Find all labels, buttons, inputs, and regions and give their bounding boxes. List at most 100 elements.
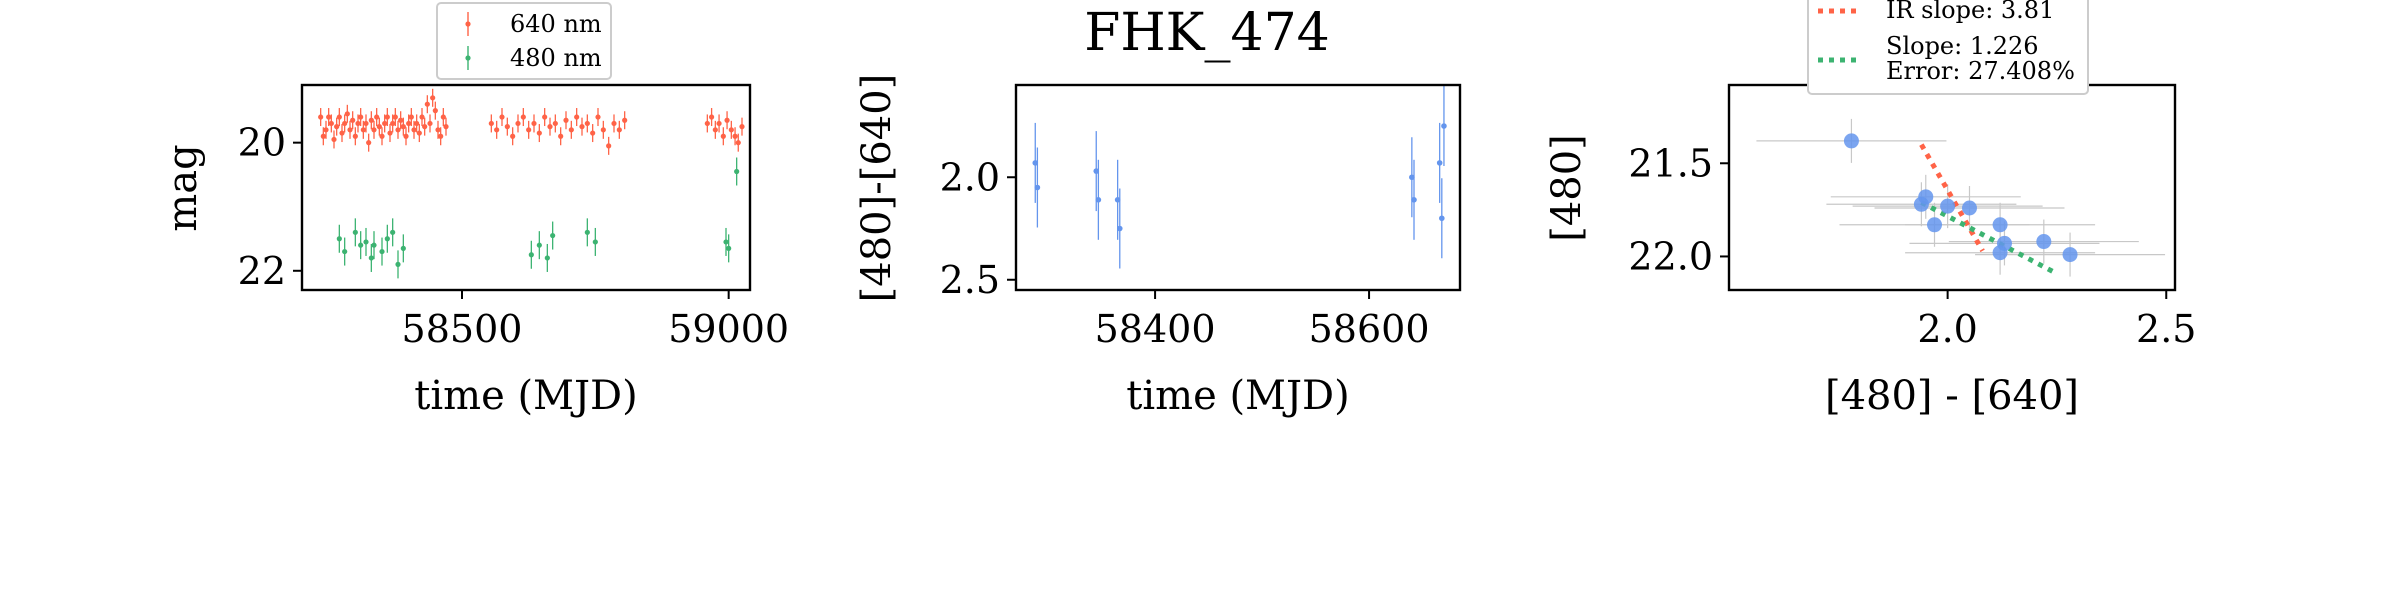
point-480nm: [342, 248, 348, 255]
point-640nm: [358, 114, 364, 120]
point-640nm: [398, 117, 404, 123]
point-640nm: [414, 120, 420, 127]
point-640nm: [387, 130, 393, 136]
point-640nm: [438, 133, 444, 139]
point-640nm: [390, 120, 396, 127]
point-480nm: [390, 229, 396, 235]
point-640nm: [536, 130, 542, 136]
point-480nm: [384, 236, 390, 242]
point-640nm: [403, 133, 409, 139]
legend-640-marker: [465, 21, 471, 27]
legend-640-label: 640 nm: [510, 10, 602, 38]
point-640nm: [443, 124, 449, 130]
point-640nm: [712, 127, 718, 133]
point-640nm: [520, 114, 526, 120]
point-480nm: [368, 255, 374, 261]
fit-slope-line: [1920, 200, 2054, 274]
point-640nm: [344, 111, 350, 117]
cmd-point: [2036, 234, 2052, 250]
lightcurve-legend: 640 nm 480 nm: [436, 2, 612, 80]
legend-ir-slope-label: IR slope: 3.81: [1886, 0, 2054, 24]
color-magnitude-x-axis-label: [480] - [640]: [1825, 373, 2079, 419]
point-640nm: [432, 108, 438, 114]
point-640nm: [590, 130, 596, 136]
point-640nm: [320, 133, 326, 139]
color-curve-ticks: 58400 58600 2.0 2.5: [940, 155, 1430, 351]
color-curve-point: [1093, 168, 1100, 174]
point-640nm: [416, 130, 422, 136]
point-640nm: [408, 114, 414, 120]
color-curve-panel: 58400 58600 2.0 2.5 time (MJD) [480]-[640]: [854, 74, 1462, 419]
legend-480-label: 480 nm: [510, 44, 602, 72]
point-640nm: [366, 140, 372, 146]
lightcurve-y-tick-label: 22: [238, 249, 286, 293]
lightcurve-y-tick-label: 20: [238, 121, 286, 165]
lightcurve-x-axis-label: time (MJD): [414, 373, 637, 419]
point-640nm: [611, 120, 617, 127]
point-640nm: [342, 120, 348, 127]
point-640nm: [363, 120, 369, 127]
color-magnitude-legend-box: [1807, 0, 2089, 95]
point-640nm: [422, 124, 428, 130]
point-640nm: [326, 114, 332, 120]
point-640nm: [579, 124, 585, 130]
point-640nm: [360, 127, 366, 133]
lightcurve-y-axis-label: mag: [160, 144, 206, 231]
point-640nm: [384, 114, 390, 120]
point-480nm: [358, 242, 364, 248]
color-magnitude-panel: 2.0 2.5 21.5 22.0 [480] - [640] [480] IR sl…: [1544, 0, 2196, 419]
color-magnitude-axes-frame: [1727, 83, 2177, 292]
point-640nm: [568, 127, 574, 133]
point-480nm: [592, 239, 598, 245]
point-640nm: [499, 114, 505, 120]
point-480nm: [528, 252, 534, 258]
lightcurve-ticks: 58500 59000 20 22: [238, 121, 789, 351]
point-640nm: [336, 114, 342, 120]
point-640nm: [368, 117, 374, 123]
point-480nm: [726, 245, 732, 251]
point-480nm: [734, 168, 740, 175]
point-640nm: [347, 127, 353, 133]
point-640nm: [427, 120, 433, 127]
point-640nm: [595, 114, 601, 120]
cmd-point: [1996, 235, 2012, 251]
color-curve-point: [1095, 197, 1102, 203]
point-640nm: [732, 133, 738, 139]
point-640nm: [419, 114, 425, 120]
point-640nm: [510, 133, 516, 139]
cmd-point: [1927, 217, 1943, 233]
point-480nm: [352, 229, 358, 235]
point-640nm: [400, 124, 406, 130]
point-640nm: [350, 117, 356, 123]
point-640nm: [558, 133, 564, 139]
color-curve-point: [1409, 174, 1415, 181]
lightcurve-x-tick-label: 59000: [668, 307, 789, 351]
point-640nm: [411, 127, 417, 133]
point-640nm: [392, 114, 398, 120]
point-640nm: [430, 95, 436, 101]
point-640nm: [488, 120, 494, 127]
cmd-point: [1961, 200, 1977, 216]
point-640nm: [376, 124, 382, 130]
point-640nm: [424, 101, 430, 107]
point-640nm: [739, 124, 745, 130]
lightcurve-x-tick-label: 58500: [402, 307, 523, 351]
color-magnitude-y-axis-label: [480]: [1544, 134, 1590, 242]
point-640nm: [318, 114, 324, 120]
color-curve-x-tick-label: 58600: [1309, 307, 1430, 351]
point-640nm: [406, 120, 412, 127]
point-640nm: [526, 127, 532, 133]
cmd-point: [1992, 217, 2008, 233]
point-640nm: [552, 120, 558, 127]
point-640nm: [331, 136, 337, 143]
point-480nm: [550, 232, 556, 239]
point-640nm: [720, 133, 726, 139]
point-640nm: [542, 114, 548, 120]
lightcurve-plot-area: [318, 88, 745, 279]
color-curve-point: [1034, 184, 1041, 191]
point-640nm: [323, 127, 329, 133]
point-640nm: [584, 120, 590, 127]
color-magnitude-ticks: 2.0 2.5 21.5 22.0: [1628, 141, 2196, 351]
color-curve-point: [1439, 215, 1445, 222]
point-640nm: [547, 124, 553, 130]
